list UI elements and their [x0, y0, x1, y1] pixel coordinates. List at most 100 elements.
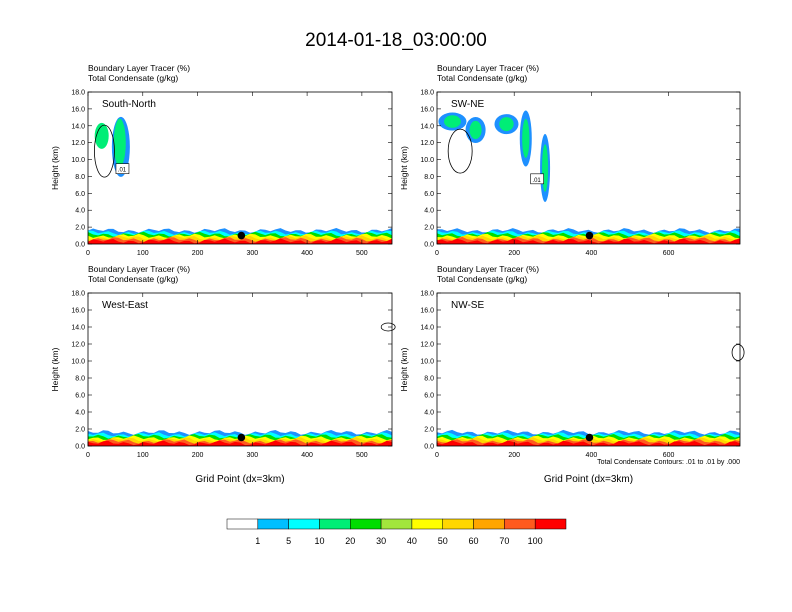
y-axis-label: Height (km)	[399, 146, 409, 190]
y-tick-label: 12.0	[71, 342, 85, 349]
colorbar-box-1	[257, 518, 289, 530]
x-tick-label: 400	[301, 452, 313, 459]
colorbar-label: 10	[314, 536, 324, 546]
y-tick-label: 2.0	[75, 427, 85, 434]
colorbar-label: 40	[407, 536, 417, 546]
plot-frame	[87, 91, 393, 245]
x-tick-label: 300	[246, 250, 258, 257]
x-tick-label: 0	[435, 452, 439, 459]
contour-label-box	[115, 163, 130, 174]
y-tick-label: 6.0	[75, 191, 85, 198]
condensate-contour	[94, 124, 115, 178]
colorbar-box-6	[411, 518, 443, 530]
y-tick-label: 0.0	[75, 242, 85, 249]
x-tick-label: 200	[192, 250, 204, 257]
panel-title-condensate: Total Condensate (g/kg)	[437, 274, 527, 284]
colorbar-box-7	[442, 518, 474, 530]
plume-core-3	[522, 118, 530, 159]
y-tick-label: 16.0	[420, 308, 434, 315]
y-tick-label: 0.0	[424, 444, 434, 451]
y-tick-label: 4.0	[424, 410, 434, 417]
x-tick-label: 600	[663, 250, 675, 257]
plot-frame	[87, 292, 393, 447]
colorbar-label: 70	[499, 536, 509, 546]
colorbar-label: 50	[438, 536, 448, 546]
y-tick-label: 16.0	[71, 308, 85, 315]
y-tick-label: 10.0	[420, 359, 434, 366]
plume-core-2	[499, 117, 514, 132]
plume-core-1	[469, 120, 482, 140]
panel-title-tracer: Boundary Layer Tracer (%)	[88, 63, 190, 73]
panel-south-north: .01 0.0 2.0 4.0 6.0 8.0 10.0 12.0 14.0 16.0 18.0 0 1…	[50, 63, 393, 257]
y-tick-label: 8.0	[424, 174, 434, 181]
y-tick-label: 18.0	[420, 90, 434, 97]
x-tick-label: 0	[86, 250, 90, 257]
y-tick-label: 18.0	[71, 90, 85, 97]
plot-background	[88, 92, 392, 244]
plot-background	[88, 293, 392, 446]
x-tick-label: 400	[586, 250, 598, 257]
colorbar-box-9	[504, 518, 536, 530]
panel-name: SW-NE	[451, 99, 484, 110]
y-tick-label: 8.0	[75, 174, 85, 181]
panel-sw-ne: .01 0.0 2.0 4.0 6.0 8.0 10.0 12.0 14.0 16.0 18.0 0 2…	[399, 63, 741, 257]
y-tick-label: 14.0	[420, 123, 434, 130]
y-tick-label: 2.0	[424, 225, 434, 232]
colorbar-label: 1	[255, 536, 260, 546]
x-tick-label: 100	[137, 250, 149, 257]
colorbar-label: 5	[286, 536, 291, 546]
plot-background	[437, 293, 740, 446]
y-tick-label: 14.0	[71, 325, 85, 332]
plume-core-4	[542, 144, 549, 192]
x-tick-label: 400	[301, 250, 313, 257]
y-tick-label: 12.0	[71, 140, 85, 147]
contour-label-box	[530, 173, 544, 185]
x-tick-label: 0	[435, 250, 439, 257]
tracer-band-6	[88, 440, 392, 446]
tracer-band-6	[437, 238, 740, 244]
plot-frame	[436, 292, 741, 447]
x-tick-label: 300	[246, 452, 258, 459]
plot-frame	[436, 91, 741, 245]
y-tick-label: 2.0	[75, 225, 85, 232]
x-tick-label: 200	[508, 452, 520, 459]
y-tick-label: 6.0	[424, 191, 434, 198]
panel-west-east: 0.0 2.0 4.0 6.0 8.0 10.0 12.0 14.0 16.0 18.0 0 100 2…	[50, 264, 396, 485]
colorbar-box-3	[319, 518, 351, 530]
location-marker	[585, 231, 594, 240]
tracer-band-6	[437, 440, 740, 446]
colorbar-box-10	[534, 518, 567, 530]
colorbar-label: 60	[469, 536, 479, 546]
condensate-contour	[731, 344, 745, 361]
y-tick-label: 6.0	[75, 393, 85, 400]
y-tick-label: 10.0	[420, 157, 434, 164]
condensate-contour	[380, 322, 396, 332]
figure-title: 2014-01-18_03:00:00	[305, 30, 487, 51]
plume-core	[94, 122, 109, 149]
colorbar: 1 5 10 20 30 40 50 60 70 100	[226, 518, 567, 546]
x-tick-label: 100	[137, 452, 149, 459]
colorbar-label: 100	[528, 536, 543, 546]
colorbar-box-5	[380, 518, 413, 530]
contour-label: .01	[118, 168, 127, 174]
y-axis-label: Height (km)	[50, 146, 60, 190]
y-axis-label: Height (km)	[50, 347, 60, 391]
y-tick-label: 16.0	[420, 106, 434, 113]
colorbar-label: 20	[345, 536, 355, 546]
panel-title-tracer: Boundary Layer Tracer (%)	[437, 264, 539, 274]
y-tick-label: 4.0	[75, 410, 85, 417]
y-tick-label: 10.0	[71, 359, 85, 366]
y-tick-label: 0.0	[75, 444, 85, 451]
y-tick-label: 18.0	[71, 291, 85, 298]
y-tick-label: 4.0	[75, 208, 85, 215]
location-marker	[237, 433, 246, 442]
x-tick-label: 200	[192, 452, 204, 459]
y-tick-label: 14.0	[71, 123, 85, 130]
y-tick-label: 12.0	[420, 140, 434, 147]
y-tick-label: 8.0	[75, 376, 85, 383]
x-tick-label: 200	[508, 250, 520, 257]
y-tick-label: 8.0	[424, 376, 434, 383]
y-axis-label: Height (km)	[399, 347, 409, 391]
colorbar-box-4	[350, 518, 382, 530]
